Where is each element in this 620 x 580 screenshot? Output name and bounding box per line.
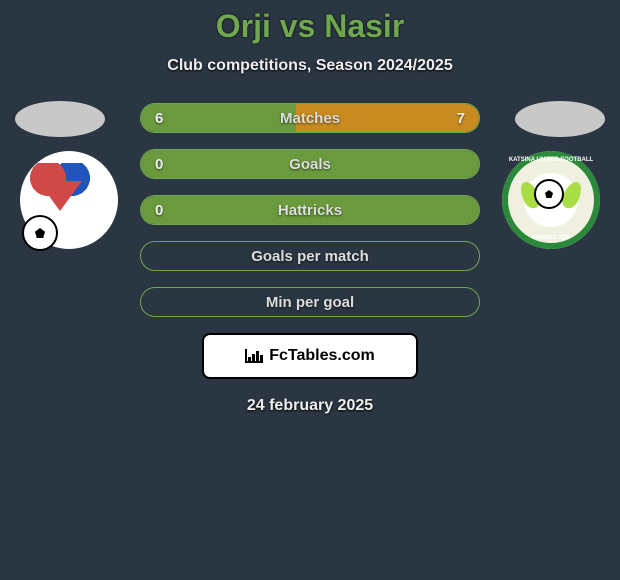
brand-box[interactable]: FcTables.com [202,333,418,379]
stat-value-right: 7 [457,104,465,133]
stat-row: Goals0 [140,149,480,179]
page-title: Orji vs Nasir [0,0,620,45]
club-logo-right: KATSINA UNITED FOOTBALL BRANDED 2016 [502,151,600,249]
stat-row: Hattricks0 [140,195,480,225]
player-silhouette-left [15,101,105,137]
stat-label: Hattricks [141,196,479,225]
stat-label: Min per goal [141,288,479,317]
badge-text-bottom: BRANDED 2016 [502,235,600,241]
stat-label: Goals per match [141,242,479,271]
stat-label: Matches [141,104,479,133]
subtitle: Club competitions, Season 2024/2025 [0,57,620,75]
comparison-content: KATSINA UNITED FOOTBALL BRANDED 2016 Mat… [0,103,620,415]
brand-text: FcTables.com [269,347,375,365]
date-label: 24 february 2025 [0,397,620,415]
stat-value-left: 0 [155,196,163,225]
player-silhouette-right [515,101,605,137]
football-icon [534,179,564,209]
stat-row: Matches6 7 [140,103,480,133]
badge-text-top: KATSINA UNITED FOOTBALL [502,157,600,163]
stat-value-left: 0 [155,150,163,179]
stat-row: Goals per match [140,241,480,271]
stat-row: Min per goal [140,287,480,317]
heart-icon [30,163,90,219]
stat-rows: Matches67Goals0Hattricks0Goals per match… [140,103,480,317]
stat-value-left: 6 [155,104,163,133]
bar-chart-icon [245,349,263,363]
stat-label: Goals [141,150,479,179]
football-icon [22,215,58,251]
club-logo-left [20,151,118,249]
